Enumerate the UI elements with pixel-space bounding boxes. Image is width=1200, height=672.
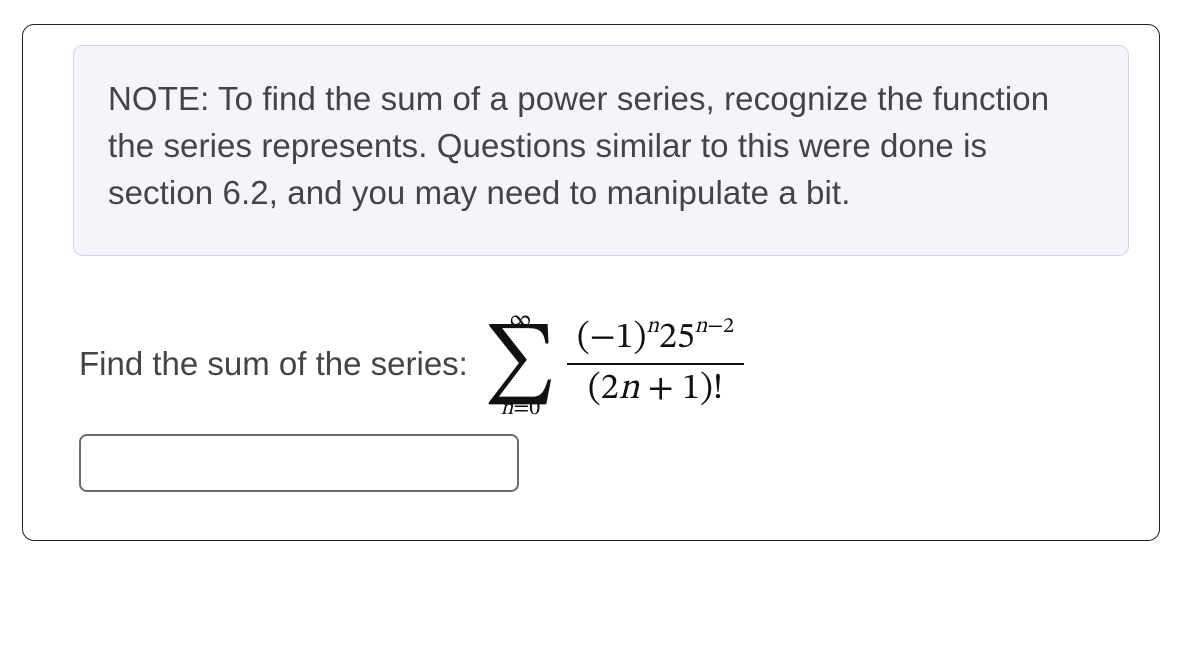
sum-lower-limit: n=0: [501, 398, 540, 420]
sum-index-var: n: [501, 398, 514, 420]
den-var: n: [619, 371, 640, 407]
prompt-row: Find the sum of the series: ∞ ∑ n=0 (−1)…: [73, 308, 1129, 420]
den-part1: (2: [588, 371, 619, 407]
num-part2: 25: [659, 320, 695, 356]
sum-index-val: 0: [529, 398, 540, 420]
note-text: NOTE: To find the sum of a power series,…: [108, 80, 1049, 211]
num-part1: (−1): [577, 320, 646, 356]
question-container: NOTE: To find the sum of a power series,…: [22, 24, 1160, 541]
den-part2: + 1)!: [639, 371, 723, 407]
answer-input[interactable]: [79, 434, 519, 492]
num-sup1: n: [646, 316, 659, 338]
num-sup2-rest: −2: [707, 316, 734, 338]
note-box: NOTE: To find the sum of a power series,…: [73, 45, 1129, 256]
fraction: (−1)n25n−2 (2n + 1)!: [567, 313, 744, 414]
sigma-glyph: ∑: [484, 330, 557, 400]
numerator: (−1)n25n−2: [567, 313, 744, 363]
num-sup2-var: n: [695, 316, 708, 338]
prompt-label: Find the sum of the series:: [79, 345, 468, 383]
denominator: (2n + 1)!: [578, 365, 733, 414]
sum-index-eq: =: [513, 398, 529, 420]
summation-symbol: ∞ ∑ n=0: [484, 308, 557, 420]
series-expression: ∞ ∑ n=0 (−1)n25n−2 (2n + 1)!: [484, 308, 744, 420]
